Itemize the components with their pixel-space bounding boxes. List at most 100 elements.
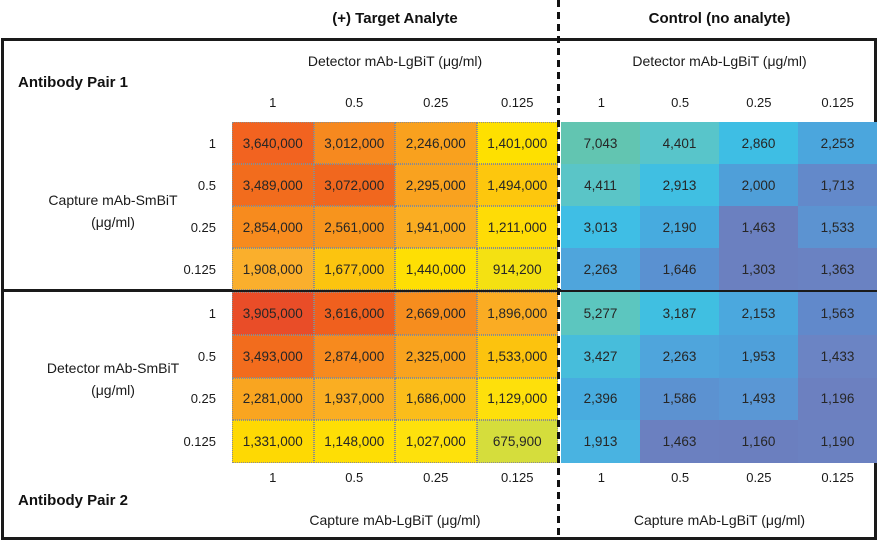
heatmap-cell: 1,401,000 [476,122,558,164]
tick-label: 0.5 [197,177,216,193]
heatmap-cell: 2,854,000 [232,206,314,248]
control-no-analyte-header: Control (no analyte) [648,9,791,27]
heatmap-cell: 2,295,000 [395,164,477,206]
heatmap-cell: 4,411 [561,164,640,206]
heatmap-cell: 1,563 [798,292,877,335]
heatmap-cell: 1,303 [719,248,798,290]
heatmap-cell: 2,190 [640,206,719,248]
pair1-detector-axis-target: Detector mAb-LgBiT (μg/ml) [307,53,483,69]
heatmap-cell: 1,586 [640,377,719,421]
heatmap-cell: 3,013 [561,206,640,248]
pair-section-divider [1,289,877,292]
axis-label-line: (μg/ml) [91,214,135,230]
tick-label: 0.125 [500,95,534,110]
tick-label: 0.125 [183,261,216,277]
heatmap-cell: 1,533 [798,206,877,248]
heatmap-cell: 2,153 [719,292,798,335]
condition-dashed-separator [557,0,560,540]
pair1-row-ticks: 1 0.5 0.25 0.125 [120,122,216,290]
tick-label: 0.5 [671,95,690,110]
heatmap-cell: 1,160 [719,420,798,463]
tick-label: 0.25 [746,470,772,485]
heatmap-cell: 2,860 [719,122,798,164]
tick-label: 0.125 [500,470,534,485]
heatmap-cell: 1,363 [798,248,877,290]
axis-label-line: Detector mAb-SmBiT [46,360,180,376]
tick-label: 0.25 [190,391,216,407]
pair2-target-heatmap: 3,905,000 3,616,000 2,669,000 1,896,000 3,49… [232,292,558,463]
heatmap-cell: 3,489,000 [232,164,314,206]
heatmap-cell: 2,281,000 [232,377,314,421]
tick-label: 1 [208,135,216,151]
tick-label: 0.25 [423,95,449,110]
heatmap-cell: 1,713 [798,164,877,206]
heatmap-cell: 1,896,000 [476,292,558,335]
heatmap-cell: 1,494,000 [476,164,558,206]
heatmap-cell: 1,027,000 [395,420,477,463]
tick-label: 0.125 [821,470,854,485]
heatmap-cell: 2,561,000 [313,206,395,248]
heatmap-cell: 1,677,000 [313,248,395,290]
tick-label: 0.25 [746,95,772,110]
heatmap-cell: 2,000 [719,164,798,206]
tick-label: 0.5 [345,470,364,485]
axis-label-line: (μg/ml) [91,382,135,398]
heatmap-cell: 3,012,000 [313,122,395,164]
tick-label: 0.125 [821,95,854,110]
heatmap-cell: 1,211,000 [476,206,558,248]
heatmap-cell: 3,427 [561,334,640,378]
tick-label: 0.5 [345,95,364,110]
tick-label: 1 [269,470,277,485]
heatmap-cell: 675,900 [476,420,558,463]
tick-label: 0.5 [197,348,216,364]
heatmap-cell: 1,953 [719,334,798,378]
tick-label: 1 [597,95,605,110]
target-analyte-header: (+) Target Analyte [332,9,458,27]
heatmap-cell: 7,043 [561,122,640,164]
heatmap-cell: 1,196 [798,377,877,421]
heatmap-cell: 1,331,000 [232,420,314,463]
tick-label: 0.125 [183,434,216,450]
tick-label: 1 [597,470,605,485]
pair1-target-heatmap: 3,640,000 3,012,000 2,246,000 1,401,000 3,48… [232,122,558,290]
pair1-capture-axis: Capture mAb-SmBiT (μg/ml) [6,189,220,233]
heatmap-cell: 1,148,000 [313,420,395,463]
pair2-title: Antibody Pair 2 [18,492,129,509]
heatmap-cell: 3,905,000 [232,292,314,335]
axis-label-line: Capture mAb-SmBiT [48,192,178,208]
heatmap-cell: 1,463 [640,420,719,463]
pair2-control-heatmap: 5,277 3,187 2,153 1,563 3,427 2,263 1,953 1,433… [561,292,877,463]
pair1-title: Antibody Pair 1 [18,74,129,91]
heatmap-cell: 1,433 [798,334,877,378]
heatmap-cell: 2,246,000 [395,122,477,164]
heatmap-cell: 1,686,000 [395,377,477,421]
heatmap-cell: 2,263 [640,334,719,378]
heatmap-cell: 2,874,000 [313,334,395,378]
heatmap-cell: 2,263 [561,248,640,290]
heatmap-cell: 3,072,000 [313,164,395,206]
pair1-col-ticks-control: 1 0.5 0.25 0.125 [562,95,877,111]
heatmap-cell: 2,669,000 [395,292,477,335]
tick-label: 1 [269,95,277,110]
heatmap-cell: 2,253 [798,122,877,164]
tick-label: 1 [208,305,216,321]
heatmap-cell: 3,640,000 [232,122,314,164]
tick-label: 0.25 [423,470,449,485]
pair1-control-heatmap: 7,043 4,401 2,860 2,253 4,411 2,913 2,000 1,713… [561,122,877,290]
tick-label: 0.25 [190,219,216,235]
heatmap-cell: 1,646 [640,248,719,290]
heatmap-cell: 3,187 [640,292,719,335]
heatmap-cell: 1,129,000 [476,377,558,421]
pair2-row-ticks: 1 0.5 0.25 0.125 [120,292,216,463]
pair2-detector-axis: Detector mAb-SmBiT (μg/ml) [6,357,220,401]
heatmap-cell: 5,277 [561,292,640,335]
heatmap-cell: 1,190 [798,420,877,463]
heatmap-cell: 1,463 [719,206,798,248]
heatmap-cell: 1,908,000 [232,248,314,290]
pair2-col-ticks-control: 1 0.5 0.25 0.125 [562,470,877,486]
heatmap-cell: 3,493,000 [232,334,314,378]
heatmap-cell: 1,941,000 [395,206,477,248]
heatmap-cell: 914,200 [476,248,558,290]
pair2-col-ticks-target: 1 0.5 0.25 0.125 [232,470,558,486]
